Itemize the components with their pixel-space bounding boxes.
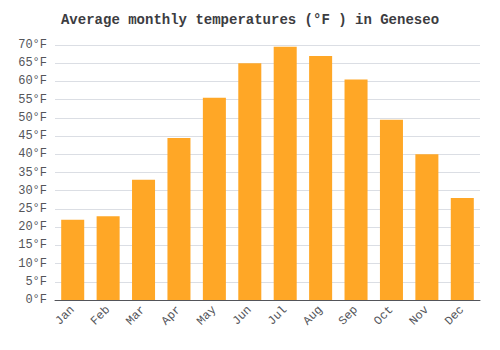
svg-text:55°F: 55°F <box>18 93 47 107</box>
svg-text:Apr: Apr <box>159 303 184 328</box>
svg-text:10°F: 10°F <box>18 257 47 271</box>
svg-text:35°F: 35°F <box>18 166 47 180</box>
svg-text:45°F: 45°F <box>18 129 47 143</box>
svg-text:Oct: Oct <box>371 303 396 328</box>
svg-text:65°F: 65°F <box>18 56 47 70</box>
svg-text:Dec: Dec <box>442 303 467 328</box>
svg-text:Average monthly temperatures (: Average monthly temperatures (°F ) in Ge… <box>61 12 439 28</box>
svg-text:Mar: Mar <box>123 303 148 328</box>
svg-text:60°F: 60°F <box>18 74 47 88</box>
svg-text:Feb: Feb <box>88 303 113 328</box>
svg-text:0°F: 0°F <box>25 293 47 307</box>
svg-text:Jun: Jun <box>230 303 255 328</box>
svg-text:50°F: 50°F <box>18 111 47 125</box>
svg-text:Jan: Jan <box>53 303 78 328</box>
svg-text:May: May <box>194 303 219 328</box>
svg-text:70°F: 70°F <box>18 38 47 52</box>
svg-text:20°F: 20°F <box>18 220 47 234</box>
svg-text:Nov: Nov <box>407 303 432 328</box>
svg-text:40°F: 40°F <box>18 147 47 161</box>
svg-text:Aug: Aug <box>300 303 325 328</box>
svg-text:Sep: Sep <box>336 303 361 328</box>
svg-text:25°F: 25°F <box>18 202 47 216</box>
svg-text:5°F: 5°F <box>25 275 47 289</box>
svg-text:15°F: 15°F <box>18 238 47 252</box>
svg-text:30°F: 30°F <box>18 184 47 198</box>
svg-text:Jul: Jul <box>265 303 290 328</box>
